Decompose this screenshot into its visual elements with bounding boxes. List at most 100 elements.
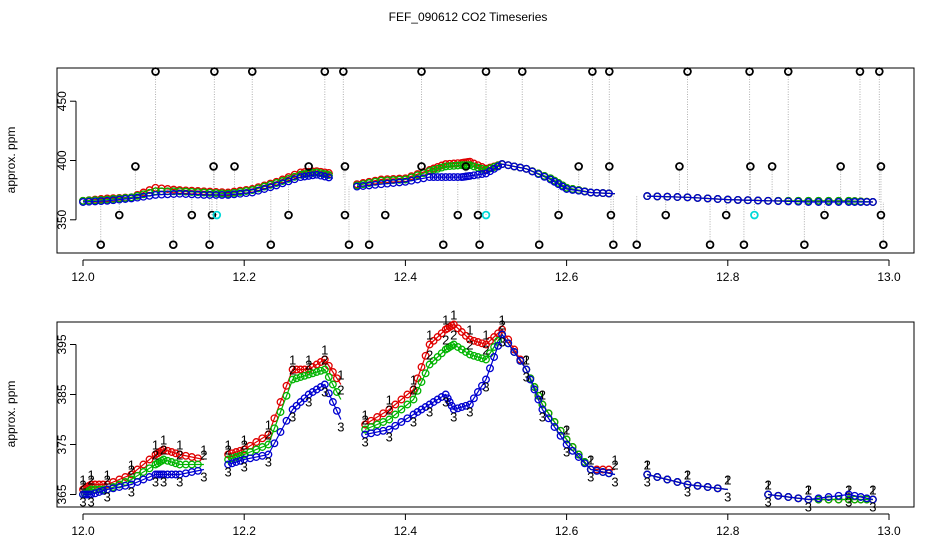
series-2-point <box>417 378 426 386</box>
series-1-point-label: 1 <box>466 323 473 338</box>
series-1-point <box>258 434 267 443</box>
series-2-point-label: 2 <box>241 438 248 453</box>
series-3-point <box>562 440 571 449</box>
top-marks <box>79 67 888 249</box>
series-3-point-label: 3 <box>337 420 344 435</box>
flagged-point <box>212 210 222 220</box>
series-3-point <box>441 173 450 182</box>
series-3-point <box>522 365 531 374</box>
series-1-point-label: 1 <box>724 473 731 488</box>
series-1-point-label: 1 <box>426 328 433 343</box>
series-2-point <box>282 391 291 400</box>
series-2-point-label: 2 <box>523 353 530 368</box>
series-3-point <box>457 403 466 411</box>
series-3-point <box>469 394 478 403</box>
series-2-point <box>482 355 490 364</box>
series-3-point <box>433 395 442 404</box>
series-1-point <box>292 365 301 374</box>
series-3-point <box>308 388 317 396</box>
series-1-point <box>296 168 305 177</box>
series-1-point-label: 1 <box>611 453 618 468</box>
series-3-point <box>538 405 547 414</box>
series-3-point-label: 3 <box>361 435 368 450</box>
series-1-point-label: 1 <box>128 458 135 473</box>
series-3-point <box>604 189 613 198</box>
series-1-point <box>328 368 337 376</box>
reference-point <box>661 210 671 220</box>
series-1-point <box>373 413 382 421</box>
series-3-point-label: 3 <box>450 410 457 425</box>
series-2-point <box>288 375 297 384</box>
series-2-point <box>403 400 412 409</box>
series-2-point-label: 2 <box>587 453 594 468</box>
series-3-point <box>461 401 470 410</box>
series-2-point <box>824 495 833 504</box>
series-1-point <box>332 374 341 383</box>
top-x-tick-label: 12.4 <box>394 270 418 284</box>
reference-point <box>746 162 755 171</box>
series-1-point-label: 1 <box>386 393 393 408</box>
series-2-point-label: 2 <box>176 448 183 463</box>
reference-point <box>417 162 426 171</box>
reference-point <box>675 162 684 171</box>
series-3-point <box>91 489 100 498</box>
series-2-point-label: 2 <box>87 473 94 488</box>
series-3-point <box>482 169 490 178</box>
series-2-point-label: 2 <box>845 483 852 498</box>
series-2-point <box>473 353 482 361</box>
series-3-point <box>824 493 833 501</box>
series-3-point <box>663 475 672 484</box>
series-1-point-label: 1 <box>410 373 417 388</box>
series-2-point <box>296 170 305 179</box>
top-y-ticks: 350 400 450 <box>55 91 77 230</box>
series-1-point-label: 1 <box>305 353 312 368</box>
top-x-tick-label: 13.0 <box>877 270 901 284</box>
series-1-point <box>397 395 406 404</box>
series-1-point <box>288 365 297 374</box>
reference-point <box>364 240 374 249</box>
series-1-point-label: 1 <box>805 483 812 498</box>
series-3-point-label: 3 <box>289 410 296 425</box>
reference-point <box>588 67 597 76</box>
series-3-point-label: 3 <box>241 460 248 475</box>
series-2-point-label: 2 <box>684 468 691 483</box>
series-3-point <box>580 459 589 468</box>
series-2-point <box>478 354 486 363</box>
reference-point <box>453 210 463 220</box>
series-3-point <box>546 175 555 184</box>
series-2-point <box>469 162 478 171</box>
series-2-point-label: 2 <box>410 383 417 398</box>
series-2-point <box>316 366 325 375</box>
series-1-point <box>252 438 261 446</box>
series-3-point-label: 3 <box>79 495 86 510</box>
series-2-point <box>457 345 466 354</box>
series-3-point <box>804 495 813 504</box>
series-3-point-label: 3 <box>482 380 489 395</box>
series-1-point <box>316 358 325 366</box>
series-3-point <box>441 390 450 399</box>
series-1-point-label: 1 <box>442 313 449 328</box>
series-1-line <box>82 323 873 501</box>
chart-title: FEF_090612 CO2 Timeseries <box>389 10 548 24</box>
series-1-point-label: 1 <box>289 353 296 368</box>
reference-point <box>683 67 692 76</box>
reference-point <box>783 67 793 76</box>
reference-point <box>800 240 809 249</box>
series-3-point <box>417 405 426 414</box>
reference-point <box>340 162 350 171</box>
reference-point <box>209 162 218 171</box>
series-3-point <box>391 421 400 430</box>
series-3-point <box>673 478 682 486</box>
top-x-ticks: 12.0 12.2 12.4 12.6 12.8 13.0 <box>71 259 901 284</box>
top-x-tick-label: 12.2 <box>233 270 257 284</box>
series-3-point <box>703 483 712 491</box>
bottom-x-tick-label: 12.0 <box>71 524 95 538</box>
series-3-point-label: 3 <box>539 410 546 425</box>
reference-point <box>131 162 140 171</box>
series-3-point-label: 3 <box>466 405 473 420</box>
bottom-y-tick-label: 375 <box>55 434 69 454</box>
series-1-point-label: 1 <box>265 418 272 433</box>
series-3-point <box>413 408 422 416</box>
